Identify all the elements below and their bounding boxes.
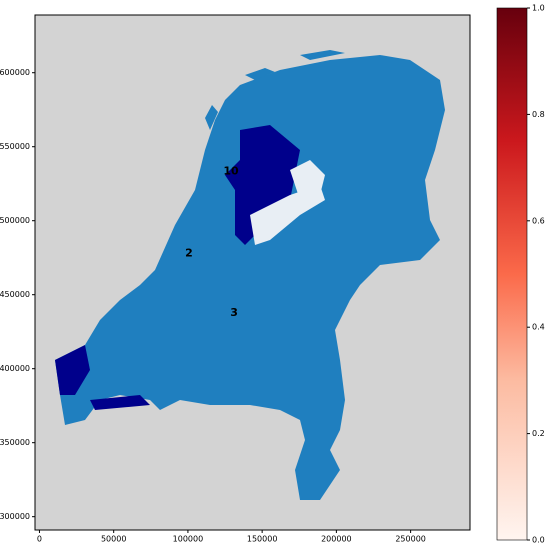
y-tick-label: 550000 — [0, 142, 30, 151]
estuary — [55, 345, 90, 395]
x-tick-label: 100000 — [173, 535, 204, 544]
annotation: 3 — [230, 306, 238, 319]
x-tick-label: 0 — [37, 535, 42, 544]
x-tick-label: 250000 — [395, 535, 426, 544]
colorbar-tick-label: 0.0 — [532, 536, 545, 545]
y-tick-label: 400000 — [0, 364, 30, 373]
island — [205, 105, 218, 130]
y-tick-label: 450000 — [0, 290, 30, 299]
island — [245, 68, 275, 80]
land — [55, 50, 445, 500]
annotation: 2 — [185, 247, 193, 260]
colorbar-tick-label: 1.0 — [532, 4, 545, 13]
y-tick-label: 600000 — [0, 68, 30, 77]
polder — [290, 160, 325, 200]
lake — [225, 125, 300, 245]
colorbar-tick-label: 0.6 — [532, 216, 545, 225]
x-tick-label: 200000 — [321, 535, 352, 544]
annotation: 10 — [223, 165, 239, 178]
colorbar-tick-label: 0.2 — [532, 429, 545, 438]
island — [300, 50, 345, 60]
land-area — [55, 55, 445, 500]
polder — [250, 185, 325, 245]
colorbar-tick-label: 0.8 — [532, 110, 545, 119]
x-tick-label: 50000 — [101, 535, 126, 544]
y-tick-label: 300000 — [0, 512, 30, 521]
colorbar — [496, 7, 528, 541]
estuary — [90, 395, 150, 410]
plot-frame — [34, 14, 471, 531]
colorbar-tick-label: 0.4 — [532, 323, 545, 332]
y-tick-label: 350000 — [0, 438, 30, 447]
x-tick-label: 150000 — [247, 535, 278, 544]
y-tick-label: 500000 — [0, 216, 30, 225]
